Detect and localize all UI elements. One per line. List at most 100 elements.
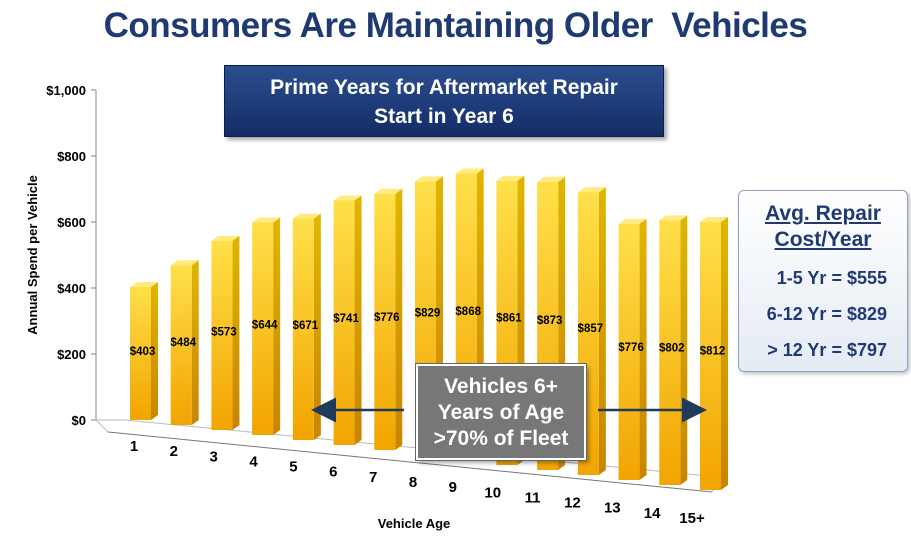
bar-front xyxy=(252,222,274,435)
summary-line-over-12yr: > 12 Yr = $797 xyxy=(767,340,887,360)
value-label-9: $868 xyxy=(455,306,481,318)
x-tick-label-13: 13 xyxy=(604,500,621,517)
callout-line-2: Years of Age xyxy=(437,401,565,424)
bar-13 xyxy=(618,218,647,481)
summary-heading-line-2: Cost/Year xyxy=(774,228,872,251)
summary-line-6-12yr: 6-12 Yr = $829 xyxy=(766,304,887,324)
x-tick-label-9: 9 xyxy=(449,479,457,496)
value-label-11: $873 xyxy=(537,315,563,327)
bar-top xyxy=(211,235,240,241)
prime-years-banner: Prime Years for Aftermarket Repair Start… xyxy=(224,65,664,137)
banner-line-1: Prime Years for Aftermarket Repair xyxy=(270,76,618,99)
callout-line-3: >70% of Fleet xyxy=(433,427,569,450)
bar-front xyxy=(374,193,396,451)
bar-top xyxy=(659,215,688,221)
bar-top xyxy=(455,168,484,174)
value-label-5: $671 xyxy=(293,320,319,332)
y-tick-label: $400 xyxy=(57,281,86,296)
bar-side xyxy=(639,218,647,481)
bar-side xyxy=(598,187,606,475)
bar-front xyxy=(700,222,721,491)
x-tick-label-7: 7 xyxy=(369,469,377,486)
x-tick-label-14: 14 xyxy=(644,505,661,522)
x-axis-line xyxy=(107,431,713,493)
value-label-1: $403 xyxy=(130,346,156,358)
value-label-7: $776 xyxy=(374,312,400,324)
bar-15+ xyxy=(700,217,728,491)
value-label-12: $857 xyxy=(578,323,604,335)
bar-3 xyxy=(211,235,240,430)
x-tick-label-5: 5 xyxy=(289,459,297,476)
value-label-3: $573 xyxy=(211,327,237,339)
x-tick-label-11: 11 xyxy=(525,489,541,506)
y-tick-label: $1,000 xyxy=(46,83,86,98)
x-tick-label-8: 8 xyxy=(409,474,417,491)
y-tick-label: $200 xyxy=(57,347,86,362)
bar-4 xyxy=(252,217,281,435)
y-axis-title: Annual Spend per Vehicle xyxy=(25,175,40,335)
x-tick-label-3: 3 xyxy=(210,448,218,465)
bar-side xyxy=(273,217,281,435)
bar-top xyxy=(130,282,158,288)
bar-top xyxy=(618,218,647,224)
bar-front xyxy=(618,223,640,481)
bar-top xyxy=(292,213,321,219)
value-label-14: $802 xyxy=(659,342,685,354)
bar-1 xyxy=(130,282,158,420)
y-tick-label: $0 xyxy=(72,413,86,428)
bar-top xyxy=(700,217,728,223)
bar-2 xyxy=(170,260,199,425)
x-tick-label-15+: 15+ xyxy=(679,510,705,527)
bar-top xyxy=(415,176,443,182)
bar-side xyxy=(721,217,728,491)
bar-top xyxy=(496,175,525,181)
bar-front xyxy=(292,218,314,440)
summary-heading-line-1: Avg. Repair xyxy=(765,202,881,225)
x-axis-title: Vehicle Age xyxy=(378,516,451,531)
bar-side xyxy=(313,213,321,440)
bar-front xyxy=(211,240,233,430)
x-tick-label-2: 2 xyxy=(170,443,178,460)
chart-title: Consumers Are Maintaining Older Vehicles xyxy=(103,6,808,45)
banner-line-2: Start in Year 6 xyxy=(374,105,514,128)
bar-top xyxy=(537,176,566,182)
x-tick-label-12: 12 xyxy=(564,495,581,512)
bar-7 xyxy=(374,188,403,451)
x-tick-label-10: 10 xyxy=(484,484,501,501)
bar-top xyxy=(170,260,199,266)
bar-top xyxy=(252,217,281,223)
callout-line-1: Vehicles 6+ xyxy=(444,375,558,398)
floor-left-edge xyxy=(95,419,109,433)
value-label-6: $741 xyxy=(333,313,359,325)
bar-front xyxy=(130,287,151,420)
bar-top xyxy=(577,187,606,193)
x-tick-label-4: 4 xyxy=(249,453,258,470)
bar-side xyxy=(232,235,240,430)
y-tick-label: $800 xyxy=(57,149,86,164)
bar-side xyxy=(151,282,158,420)
value-label-10: $861 xyxy=(496,312,522,324)
bar-5 xyxy=(292,213,321,440)
avg-repair-summary: Avg. Repair Cost/Year 1-5 Yr = $555 6-12… xyxy=(738,190,908,372)
bar-top xyxy=(374,188,403,194)
summary-heading: Avg. Repair Cost/Year xyxy=(739,201,907,253)
value-label-15+: $812 xyxy=(700,346,726,358)
x-tick-label-6: 6 xyxy=(329,464,337,481)
x-tick-label-1: 1 xyxy=(130,438,138,455)
bar-top xyxy=(333,195,362,201)
value-label-13: $776 xyxy=(618,342,644,354)
bar-front xyxy=(333,200,355,445)
bar-side xyxy=(354,195,362,445)
value-label-4: $644 xyxy=(252,319,278,331)
summary-line-1-5yr: 1-5 Yr = $555 xyxy=(776,268,887,288)
bar-side xyxy=(395,188,403,451)
bar-side xyxy=(191,260,199,425)
bar-front xyxy=(170,265,192,425)
value-label-2: $484 xyxy=(170,337,196,349)
bar-front xyxy=(659,220,681,485)
y-tick-label: $600 xyxy=(57,215,86,230)
value-label-8: $829 xyxy=(415,308,441,320)
bar-6 xyxy=(333,195,362,445)
fleet-callout: Vehicles 6+ Years of Age >70% of Fleet xyxy=(416,364,586,460)
